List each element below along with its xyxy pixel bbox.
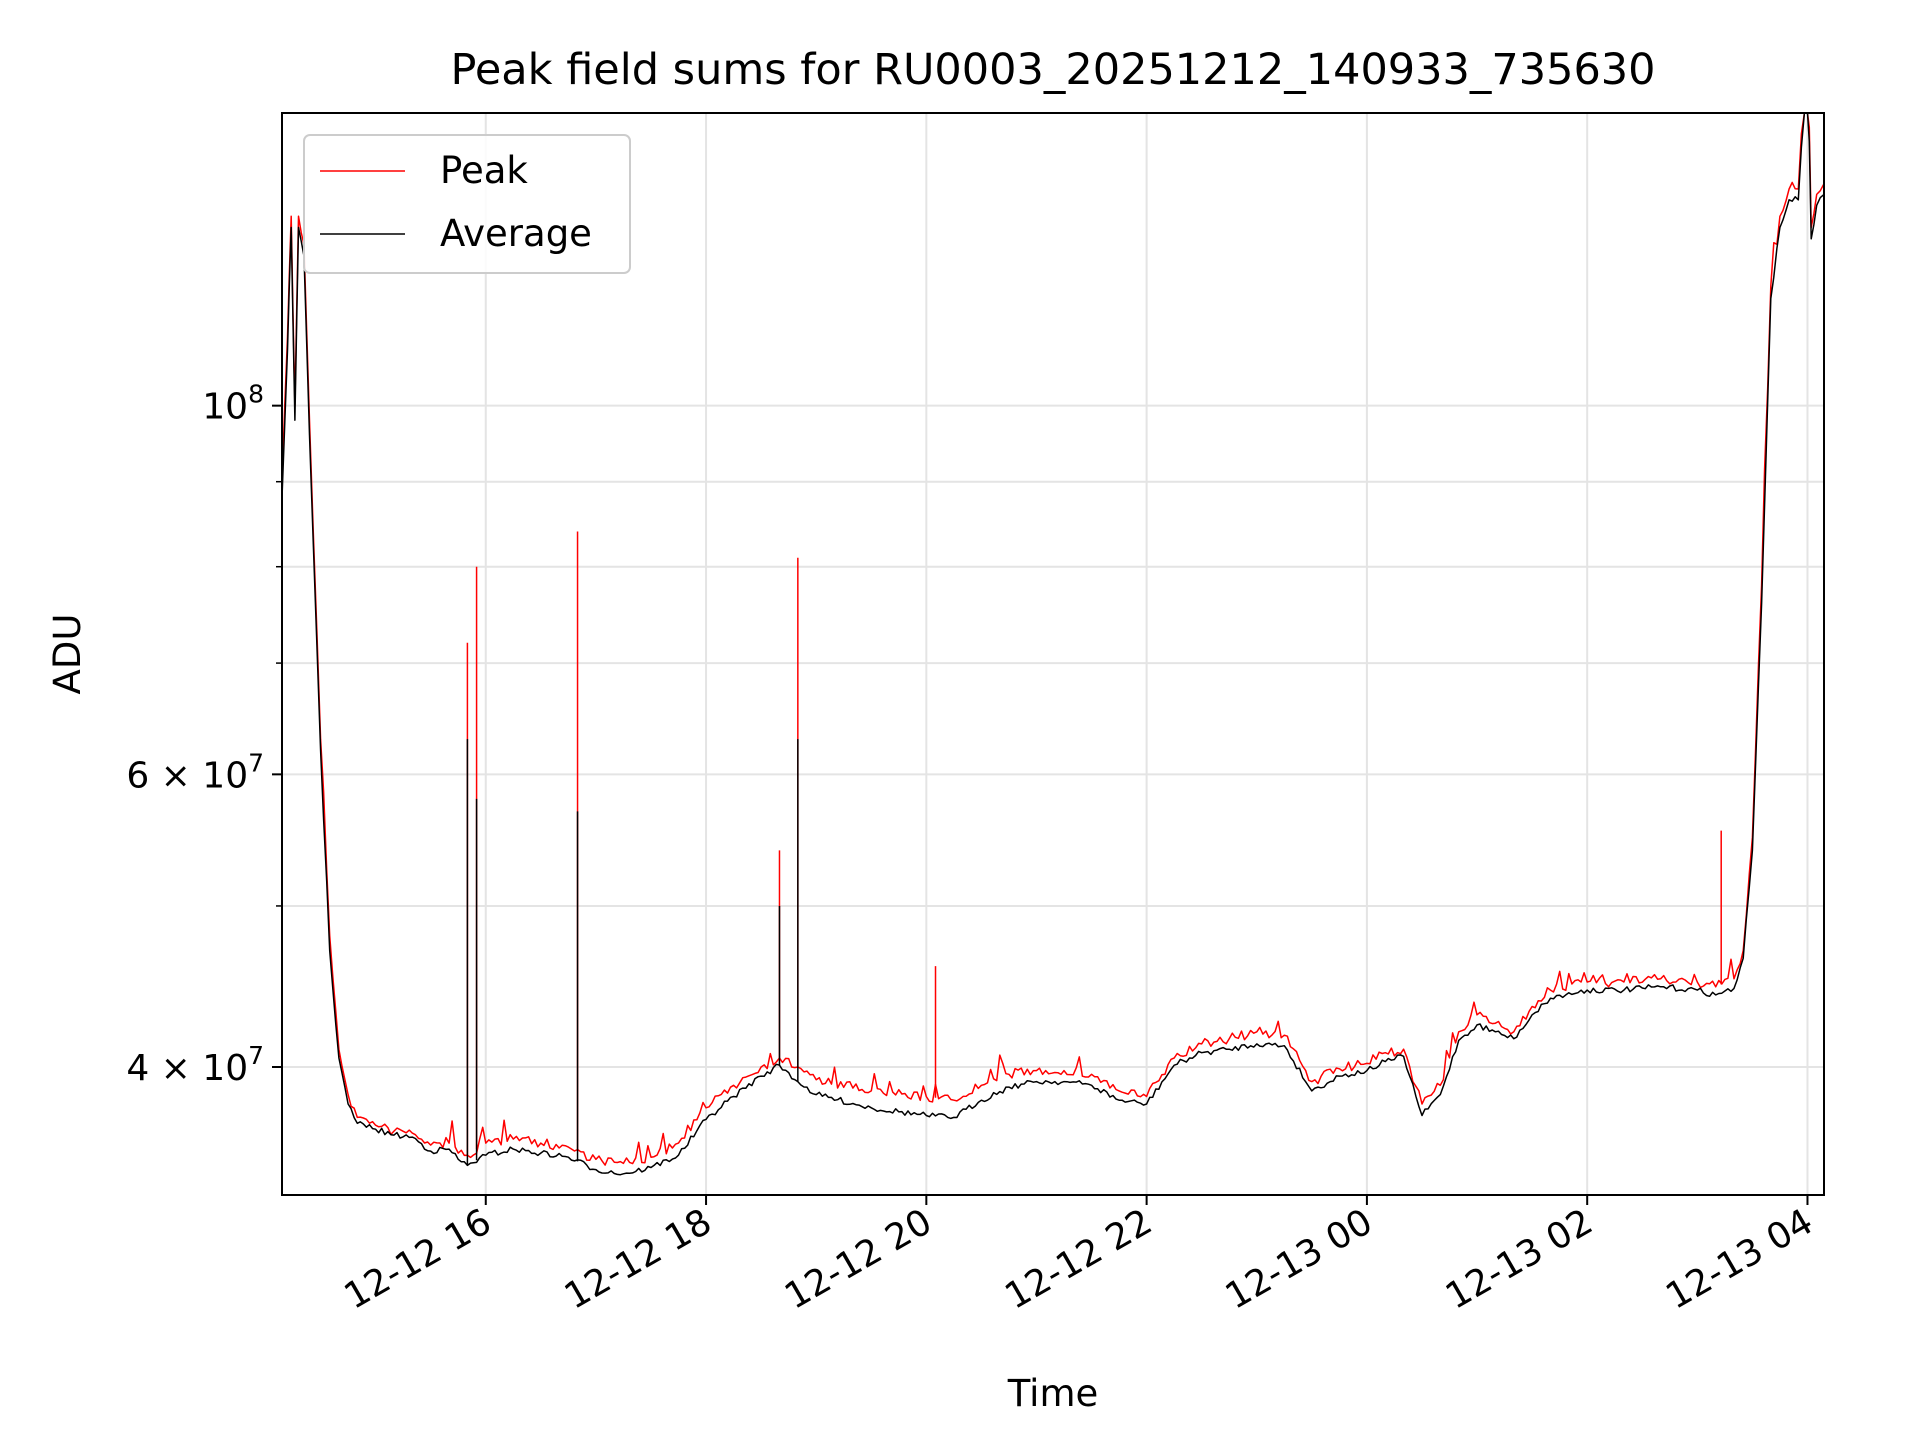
series-line-peak [281,112,1825,1166]
chart-title: Peak field sums for RU0003_20251212_1409… [450,45,1655,95]
legend-box [303,134,631,274]
y-tick-label: 6 × 107 [126,748,264,796]
y-tick-label-base: 6 × 10 [126,755,248,796]
y-tick-label: 4 × 107 [126,1041,264,1089]
y-tick-label-exponent: 7 [248,1041,264,1070]
y-tick-label-exponent: 7 [248,748,264,777]
legend-label-average: Average [440,212,592,255]
y-axis-label: ADU [46,614,89,695]
y-tick-label-base: 4 × 10 [126,1048,248,1089]
series-line-average [281,112,1825,1176]
grid-lines [282,113,1824,1195]
y-tick-label: 108 [202,380,264,428]
y-tick-label-exponent: 8 [248,380,264,409]
series-layer [281,112,1825,1176]
legend: Peak Average [303,134,631,274]
legend-label-peak: Peak [440,149,528,192]
y-tick-label-base: 10 [202,387,248,428]
plot-frame [281,112,1825,1196]
x-axis-label: Time [1007,1372,1099,1415]
